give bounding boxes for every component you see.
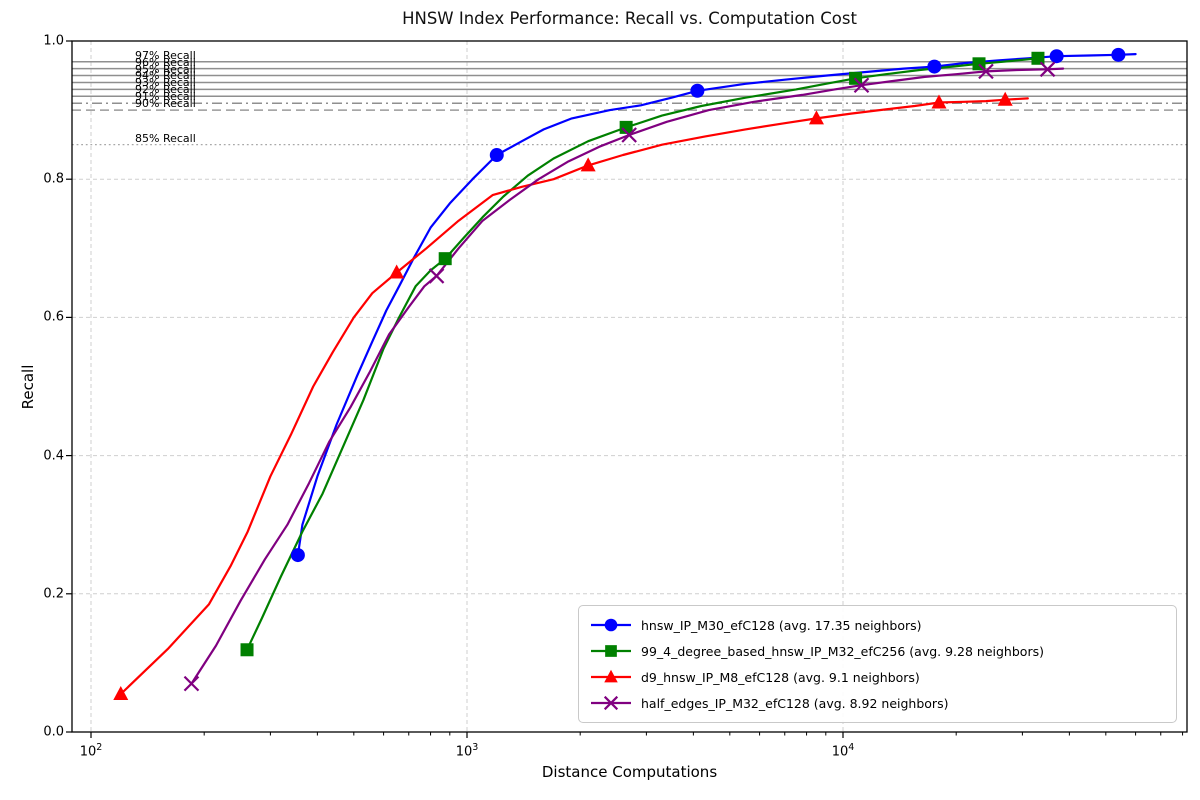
data-point-circle <box>927 59 942 74</box>
y-tick-label-1.0: 1.0 <box>43 33 64 49</box>
reference-label-85Recall: 85% Recall <box>135 131 196 145</box>
data-point-x <box>621 127 637 143</box>
legend-marker-x-icon <box>591 695 631 711</box>
data-point-triangle <box>997 91 1013 106</box>
legend-item-hnsw_IP_M30_efC128: hnsw_IP_M30_efC128 (avg. 17.35 neighbors… <box>589 612 1166 638</box>
legend-label: half_edges_IP_M32_efC128 (avg. 8.92 neig… <box>641 695 949 711</box>
x-tick-label-10e2: 102 <box>79 742 103 760</box>
data-point-circle <box>690 83 705 98</box>
series-line-hnsw_IP_M30_efC128 <box>296 52 1137 557</box>
reference-label-95Recall: 95% Recall <box>135 62 196 76</box>
reference-label-93Recall: 93% Recall <box>135 76 196 90</box>
reference-label-91Recall: 91% Recall <box>135 90 196 104</box>
series-line-half_edges_IP_M32_efC128 <box>190 67 1065 685</box>
data-point-circle <box>1111 47 1126 62</box>
data-point-triangle <box>931 94 947 109</box>
reference-label-96Recall: 96% Recall <box>135 55 196 69</box>
legend-item-99_4_degree_based_hnsw_IP_M32_efC256: 99_4_degree_based_hnsw_IP_M32_efC256 (av… <box>589 638 1166 664</box>
data-point-triangle <box>808 110 824 125</box>
y-tick-label-0.0: 0.0 <box>43 724 64 740</box>
plot-border <box>71 40 1188 733</box>
y-tick-label-0.4: 0.4 <box>43 448 64 464</box>
legend-label: d9_hnsw_IP_M8_efC128 (avg. 9.1 neighbors… <box>641 669 920 685</box>
data-point-triangle <box>580 157 596 172</box>
y-tick-label-0.6: 0.6 <box>43 309 64 325</box>
x-tick-label-10e4: 104 <box>831 742 855 760</box>
data-point-triangle <box>113 685 129 700</box>
data-point-square <box>1031 51 1045 65</box>
data-point-x <box>183 675 200 692</box>
reference-label-94Recall: 94% Recall <box>135 69 196 83</box>
data-point-square <box>240 643 254 657</box>
data-point-circle <box>489 148 504 163</box>
legend-marker-triangle-icon <box>591 669 631 683</box>
data-point-square <box>438 252 452 266</box>
data-point-square <box>619 120 633 134</box>
series-line-d9_hnsw_IP_M8_efC128 <box>119 97 1029 696</box>
data-point-x <box>853 77 870 94</box>
data-point-circle <box>1049 49 1064 64</box>
chart-title: HNSW Index Performance: Recall vs. Compu… <box>402 9 857 28</box>
y-tick-label-0.8: 0.8 <box>43 171 64 187</box>
legend-marker-square-icon <box>591 645 631 657</box>
x-axis-label: Distance Computations <box>541 763 718 781</box>
data-point-x <box>428 268 445 284</box>
data-point-circle <box>290 548 305 563</box>
series-line-99_4_degree_based_hnsw_IP_M32_efC256 <box>245 57 1040 651</box>
data-point-x <box>978 63 994 80</box>
legend-label: 99_4_degree_based_hnsw_IP_M32_efC256 (av… <box>641 643 1044 659</box>
reference-label-90Recall: 90% Recall <box>135 97 196 111</box>
legend-item-half_edges_IP_M32_efC128: half_edges_IP_M32_efC128 (avg. 8.92 neig… <box>589 690 1166 716</box>
legend-label: hnsw_IP_M30_efC128 (avg. 17.35 neighbors… <box>641 617 922 633</box>
y-tick-label-0.2: 0.2 <box>43 586 64 602</box>
legend-item-d9_hnsw_IP_M8_efC128: d9_hnsw_IP_M8_efC128 (avg. 9.1 neighbors… <box>589 664 1166 690</box>
x-tick-label-10e3: 103 <box>455 742 479 760</box>
legend: hnsw_IP_M30_efC128 (avg. 17.35 neighbors… <box>578 605 1177 723</box>
reference-label-97Recall: 97% Recall <box>135 48 196 62</box>
data-point-x <box>1039 61 1056 78</box>
legend-marker-circle-icon <box>591 618 631 632</box>
y-axis-label: Recall <box>19 364 37 410</box>
data-point-triangle <box>389 264 405 279</box>
reference-label-92Recall: 92% Recall <box>135 83 196 97</box>
